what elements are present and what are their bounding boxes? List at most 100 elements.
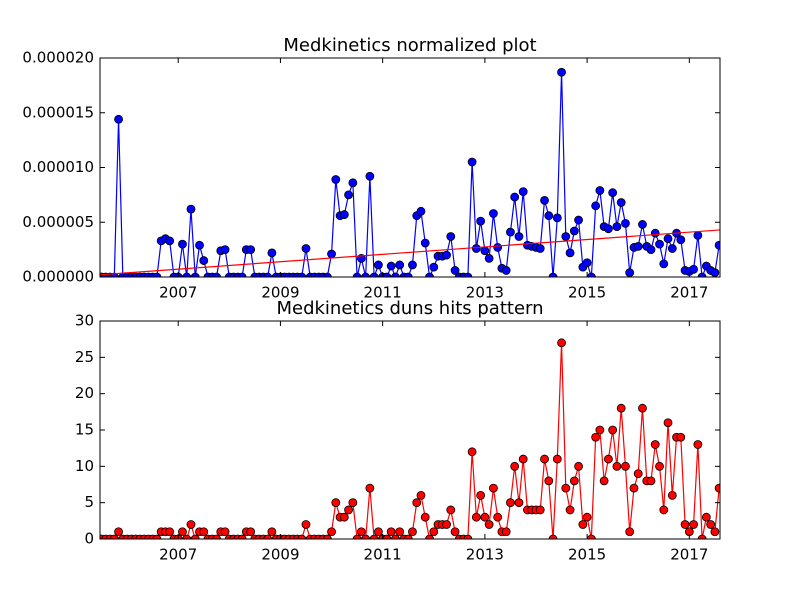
marker [339,210,349,219]
marker [408,260,417,270]
marker [506,227,515,237]
marker [391,272,400,277]
marker [540,195,549,205]
marker [374,527,383,537]
marker [178,239,187,249]
marker [501,266,511,275]
marker [569,476,579,486]
marker [561,232,571,241]
chart-title: Medkinetics normalized plot [283,35,536,56]
marker [667,490,677,500]
marker [212,272,221,277]
marker [446,505,456,515]
marker [518,454,528,464]
marker [535,505,545,515]
marker [697,272,707,277]
plot [100,67,720,277]
marker [710,268,720,277]
marker [510,461,520,471]
marker [246,527,256,537]
marker [331,498,341,508]
marker [365,483,375,493]
marker [552,213,562,223]
marker [369,534,379,539]
plot-area [100,58,720,277]
marker [633,241,643,251]
y-tick-label: 10 [75,457,94,475]
marker [442,520,451,529]
x-tick-label: 2007 [159,546,197,564]
y-tick-label: 30 [75,312,94,330]
marker [506,498,515,508]
marker [646,245,656,255]
y-tick-label: 0.000005 [22,213,94,231]
marker [374,260,383,270]
marker [552,454,562,464]
marker [480,246,490,256]
x-tick-label: 2017 [670,284,708,302]
marker [663,418,673,428]
marker [484,520,494,529]
marker [680,520,690,529]
marker [429,527,439,537]
marker [361,272,371,277]
marker [263,272,273,277]
x-tick-label: 2013 [466,284,504,302]
marker [582,512,592,522]
marker [548,534,558,539]
marker [689,264,698,274]
y-tick-label: 20 [75,384,94,402]
marker [638,220,647,229]
y-tick-label: 0 [84,530,94,548]
axes-frame [99,320,721,540]
marker [246,245,256,255]
marker [514,232,524,241]
marker [493,512,503,522]
x-tick-label: 2011 [364,546,402,564]
marker [578,520,588,529]
marker [574,461,583,471]
x-tick-label: 2009 [261,284,299,302]
marker [178,527,187,537]
marker [463,534,473,539]
marker [621,218,630,228]
marker [165,236,175,246]
marker [693,440,703,449]
marker [663,234,673,244]
marker [361,534,371,539]
marker [220,245,230,255]
marker [416,206,426,216]
marker [450,266,460,275]
marker [518,187,528,196]
marker [386,527,396,537]
marker [382,272,392,277]
marker [425,272,434,277]
marker [480,512,490,522]
axes-frame [99,57,721,278]
marker [297,534,307,539]
marker [152,534,162,539]
y-tick-label: 25 [75,348,94,366]
marker [199,527,209,537]
marker [297,272,307,277]
marker [471,512,481,522]
marker [510,192,520,202]
marker [586,272,596,277]
marker [667,244,677,253]
x-tick-label: 2011 [364,284,402,302]
marker [714,240,720,250]
marker [565,248,575,258]
marker [322,272,332,277]
marker [548,272,558,277]
marker [561,483,571,493]
chart-title: Medkinetics duns hits pattern [276,298,543,319]
marker [625,527,635,537]
marker [220,527,230,537]
marker [544,476,554,486]
marker [352,272,362,277]
marker [591,432,601,442]
y-tick-label: 15 [75,421,94,439]
marker [595,425,605,435]
marker [697,534,707,539]
x-tick-label: 2009 [261,546,299,564]
